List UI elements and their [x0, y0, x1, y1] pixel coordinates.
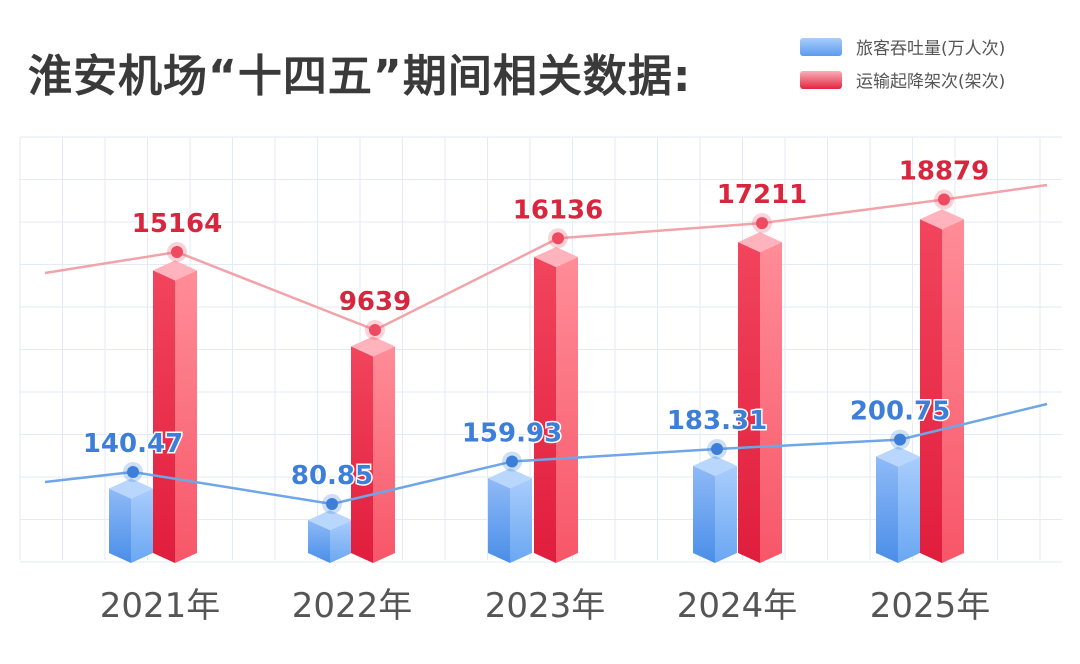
passengers-marker — [506, 455, 518, 468]
flights-data-label: 18879 — [899, 157, 989, 187]
bar-flights-top — [534, 246, 578, 267]
passengers-data-label: 80.85 — [291, 461, 373, 491]
legend-flights: 运输起降架次(架次) — [800, 67, 1005, 92]
legend-passengers: 旅客吞吐量(万人次) — [800, 34, 1005, 59]
x-tick-label: 2023年 — [485, 586, 606, 626]
bar-passengers — [488, 478, 510, 563]
bar-passengers — [876, 456, 898, 563]
bar-passengers-side — [898, 456, 920, 563]
legend-swatch-red — [800, 70, 842, 89]
flights-marker — [756, 217, 768, 230]
bar-passengers — [308, 520, 330, 563]
bar-flights — [738, 242, 760, 563]
passengers-marker — [127, 466, 139, 478]
bar-flights-side — [373, 346, 395, 563]
passengers-marker — [326, 498, 338, 511]
bar-flights — [534, 256, 556, 563]
flights-marker — [552, 232, 564, 245]
bar-flights-top — [153, 260, 197, 281]
passengers-data-label: 183.31 — [667, 406, 767, 436]
flights-marker — [938, 193, 950, 206]
chart-title: 淮安机场“十四五”期间相关数据: — [28, 51, 692, 102]
bar-flights — [920, 219, 942, 563]
flights-data-label: 16136 — [513, 195, 603, 225]
legend-swatch-blue — [800, 37, 842, 56]
bar-flights-side — [175, 270, 197, 563]
bar-passengers-top — [488, 468, 532, 489]
flights-data-label: 17211 — [717, 180, 807, 210]
flights-marker — [369, 324, 381, 337]
bar-passengers-side — [330, 520, 352, 563]
x-tick-label: 2021年 — [100, 586, 221, 626]
flights-data-label: 9639 — [339, 287, 411, 317]
passengers-data-label: 159.93 — [462, 419, 562, 449]
bar-flights-side — [942, 219, 964, 563]
bar-flights-top — [738, 232, 782, 253]
bar-flights-side — [760, 242, 782, 563]
bar-passengers-side — [131, 488, 153, 563]
bar-passengers-top — [693, 455, 737, 476]
bar-passengers-top — [308, 510, 352, 531]
bar-flights-side — [556, 256, 578, 563]
legend-label: 旅客吞吐量(万人次) — [856, 39, 1006, 59]
passengers-marker — [711, 442, 723, 455]
x-tick-label: 2025年 — [870, 586, 991, 626]
flights-marker — [171, 246, 183, 258]
passengers-data-label: 200.75 — [850, 397, 950, 427]
bar-passengers-top — [876, 446, 920, 467]
bar-passengers-top — [109, 478, 153, 499]
bar-flights — [153, 270, 175, 563]
bar-passengers-side — [715, 465, 737, 563]
bar-flights — [351, 346, 373, 563]
passengers-marker — [894, 433, 906, 446]
x-tick-label: 2024年 — [677, 586, 798, 626]
bar-passengers — [693, 465, 715, 563]
bar-flights-top — [351, 336, 395, 357]
bar-passengers — [109, 488, 131, 563]
x-tick-label: 2022年 — [292, 586, 413, 626]
legend-label: 运输起降架次(架次) — [856, 72, 1006, 92]
flights-data-label: 15164 — [132, 209, 222, 239]
passengers-data-label: 140.47 — [83, 429, 183, 459]
bar-flights-top — [920, 209, 964, 230]
bar-passengers-side — [510, 478, 532, 563]
